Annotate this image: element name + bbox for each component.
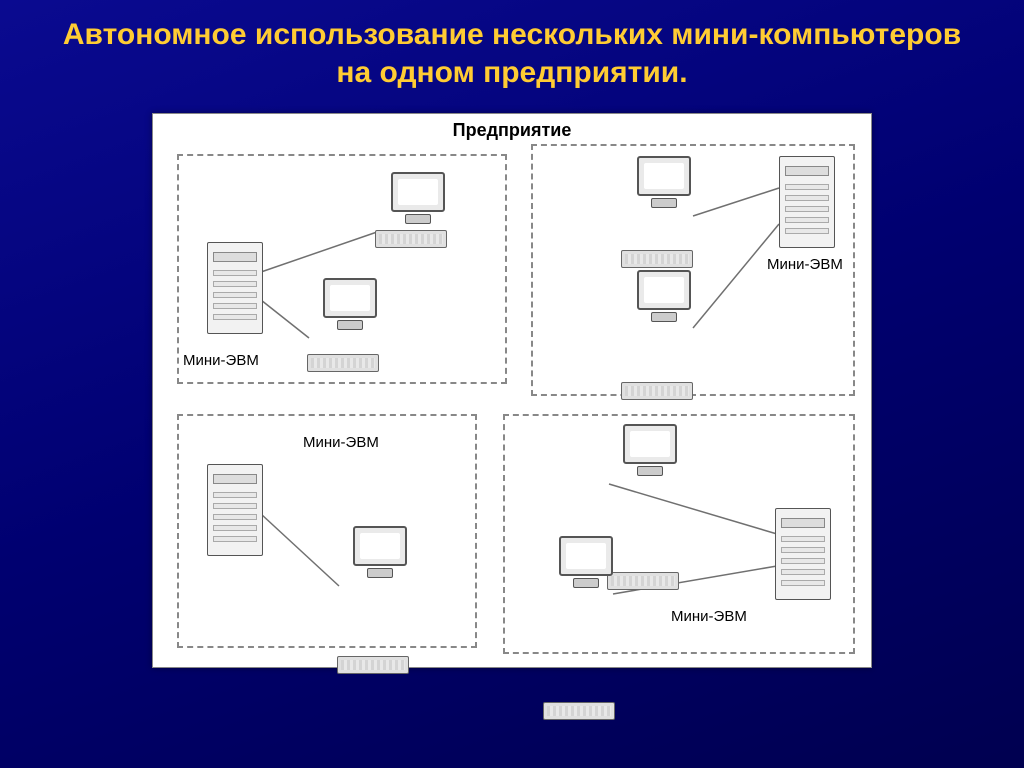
keyboard-icon [337, 656, 409, 674]
diagram-container: Предприятие Мини-ЭВММини-ЭВММини-ЭВММини… [152, 113, 872, 668]
keyboard-icon [307, 354, 379, 372]
server-icon [775, 508, 831, 600]
monitor-icon [633, 156, 695, 210]
keyboard-icon [375, 230, 447, 248]
device-label: Мини-ЭВМ [183, 352, 259, 369]
keyboard-icon [621, 250, 693, 268]
monitor-icon [387, 172, 449, 226]
device-label: Мини-ЭВМ [767, 256, 843, 273]
monitor-icon [555, 536, 617, 590]
server-icon [207, 464, 263, 556]
monitor-icon [349, 526, 411, 580]
slide-title: Автономное использование нескольких мини… [0, 0, 1024, 101]
keyboard-icon [607, 572, 679, 590]
monitor-icon [633, 270, 695, 324]
diagram-canvas: Мини-ЭВМ Мини-ЭВМ Мини-ЭВМ Мини-ЭВМ [153, 114, 871, 667]
monitor-icon [319, 278, 381, 332]
server-icon [207, 242, 263, 334]
device-label: Мини-ЭВМ [671, 608, 747, 625]
server-icon [779, 156, 835, 248]
device-label: Мини-ЭВМ [303, 434, 379, 451]
keyboard-icon [621, 382, 693, 400]
keyboard-icon [543, 702, 615, 720]
monitor-icon [619, 424, 681, 478]
